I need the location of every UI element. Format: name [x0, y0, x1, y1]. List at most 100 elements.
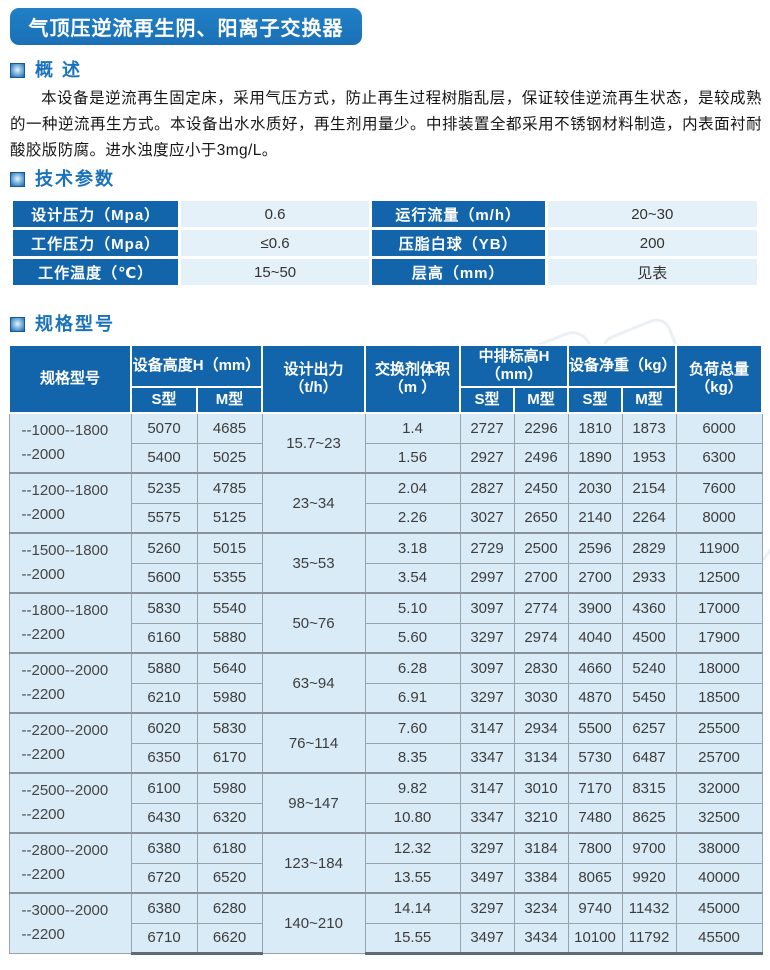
overview-paragraph: 本设备是逆流再生固定床，采用气压方式，防止再生过程树脂乱层，保证较佳逆流再生状态… — [10, 90, 762, 159]
spec-output-cell: 123~184 — [261, 832, 366, 894]
spec-row: 6160 5880 5.60 3297 2974 4040 4500 17900 — [9, 622, 763, 654]
spec-cell: 3210 — [513, 802, 569, 834]
spec-header-volume: 交换剂体积 （m ） — [364, 344, 462, 414]
spec-cell: 6170 — [196, 742, 263, 774]
spec-cell: 2997 — [459, 562, 515, 594]
spec-cell: 8000 — [675, 502, 763, 534]
spec-cell: 3147 — [459, 772, 515, 804]
param-value-cell: 200 — [547, 230, 757, 256]
spec-model-cell: --1500--1800 --2000 — [8, 532, 132, 594]
spec-cell: 5830 — [130, 592, 198, 624]
spec-cell: 2829 — [621, 532, 677, 564]
spec-cell: 6210 — [130, 682, 198, 714]
spec-cell: 6257 — [621, 712, 677, 744]
spec-row: --1500--1800 --2000 5260 5015 35~53 3.18 2729… — [8, 532, 763, 594]
spec-cell: 17000 — [675, 592, 763, 624]
spec-cell: 2827 — [459, 472, 515, 504]
spec-row: --2200--2000 --2200 6020 5830 76~114 7.60 314… — [8, 712, 763, 774]
spec-cell: 1.56 — [364, 442, 461, 474]
param-label-cell: 工作温度（℃） — [13, 259, 179, 285]
spec-row: 6430 6320 10.80 3347 3210 7480 8625 32500 — [9, 802, 763, 834]
spec-output-cell: 98~147 — [261, 772, 366, 834]
tech-params-table: 设计压力（Mpa） 0.6 运行流量（m/h） 20~30 工作压力（Mpa） … — [10, 198, 760, 288]
section-heading-label: 概 述 — [35, 60, 83, 80]
tech-params-row: 工作温度（℃） 15~50 层高（mm） 见表 — [13, 259, 757, 285]
spec-model-cell: --3000--2000 --2200 — [8, 892, 132, 954]
section-heading-label: 技术参数 — [35, 169, 115, 189]
spec-cell: 5500 — [567, 712, 623, 744]
spec-cell: 5070 — [130, 412, 198, 444]
spec-cell: 1890 — [567, 442, 623, 474]
spec-row: 6710 6620 15.55 3497 3434 10100 11792 45500 — [9, 922, 763, 955]
spec-subheader-s: S型 — [567, 386, 624, 414]
spec-cell: 6280 — [196, 892, 263, 924]
spec-cell: 3900 — [567, 592, 623, 624]
spec-cell: 2700 — [513, 562, 569, 594]
spec-cell: 3147 — [459, 712, 515, 744]
spec-cell: 7.60 — [364, 712, 461, 744]
spec-cell: 2927 — [459, 442, 515, 474]
spec-output-cell: 15.7~23 — [261, 412, 366, 474]
spec-cell: 1.4 — [364, 412, 461, 444]
spec-cell: 2974 — [513, 622, 569, 654]
spec-cell: 2700 — [567, 562, 623, 594]
spec-cell: 3497 — [459, 922, 515, 955]
spec-cell: 2650 — [513, 502, 569, 534]
spec-model-cell: --1000--1800 --2000 — [8, 412, 132, 474]
param-label-cell: 压脂白球（YB） — [371, 230, 545, 256]
spec-cell: 10100 — [567, 922, 623, 955]
spec-cell: 9.82 — [364, 772, 461, 804]
spec-model-cell: --1800--1800 --2200 — [8, 592, 132, 654]
spec-cell: 3097 — [459, 652, 515, 684]
spec-subheader-m: M型 — [513, 386, 570, 414]
spec-cell: 8625 — [621, 802, 677, 834]
param-label-cell: 层高（mm） — [371, 259, 545, 285]
spec-cell: 5980 — [196, 772, 263, 804]
spec-cell: 5730 — [567, 742, 623, 774]
spec-cell: 2729 — [459, 532, 515, 564]
spec-cell: 5880 — [130, 652, 198, 684]
spec-cell: 6380 — [130, 832, 198, 864]
spec-cell: 4785 — [196, 472, 263, 504]
spec-cell: 3234 — [513, 892, 569, 924]
spec-cell: 6710 — [130, 922, 198, 955]
spec-cell: 7480 — [567, 802, 623, 834]
spec-cell: 15.55 — [364, 922, 461, 955]
spec-cell: 2596 — [567, 532, 623, 564]
spec-cell: 3184 — [513, 832, 569, 864]
spec-cell: 3134 — [513, 742, 569, 774]
spec-cell: 5.60 — [364, 622, 461, 654]
spec-cell: 5640 — [196, 652, 263, 684]
spec-cell: 2934 — [513, 712, 569, 744]
spec-output-cell: 63~94 — [261, 652, 366, 714]
spec-cell: 7800 — [567, 832, 623, 864]
spec-table: 规格型号 设备高度H（mm） 设计出力 （t/h） 交换剂体积 （m ） 中排标… — [8, 344, 764, 955]
spec-cell: 9920 — [621, 862, 677, 894]
spec-cell: 2264 — [621, 502, 677, 534]
spec-cell: 3.54 — [364, 562, 461, 594]
spec-model-cell: --2000--2000 --2200 — [8, 652, 132, 714]
spec-cell: 8315 — [621, 772, 677, 804]
spec-cell: 6300 — [675, 442, 763, 474]
spec-cell: 2774 — [513, 592, 569, 624]
spec-model-cell: --2800--2000 --2200 — [8, 832, 132, 894]
spec-cell: 14.14 — [364, 892, 461, 924]
spec-cell: 6350 — [130, 742, 198, 774]
spec-cell: 6020 — [130, 712, 198, 744]
spec-cell: 45500 — [675, 922, 763, 955]
spec-row: 6350 6170 8.35 3347 3134 5730 6487 25700 — [9, 742, 763, 774]
spec-cell: 2296 — [513, 412, 569, 444]
param-label-cell: 运行流量（m/h） — [371, 201, 545, 227]
tech-params-row: 工作压力（Mpa） ≤0.6 压脂白球（YB） 200 — [13, 230, 757, 256]
spec-cell: 9700 — [621, 832, 677, 864]
spec-cell: 18000 — [675, 652, 763, 684]
param-value-cell: 见表 — [547, 259, 757, 285]
spec-cell: 45000 — [675, 892, 763, 924]
section-heading-spec-models: 规格型号 — [10, 314, 115, 334]
spec-output-cell: 76~114 — [261, 712, 366, 774]
param-value-cell: 20~30 — [547, 201, 757, 227]
spec-cell: 11900 — [675, 532, 763, 564]
spec-cell: 6100 — [130, 772, 198, 804]
spec-cell: 17900 — [675, 622, 763, 654]
